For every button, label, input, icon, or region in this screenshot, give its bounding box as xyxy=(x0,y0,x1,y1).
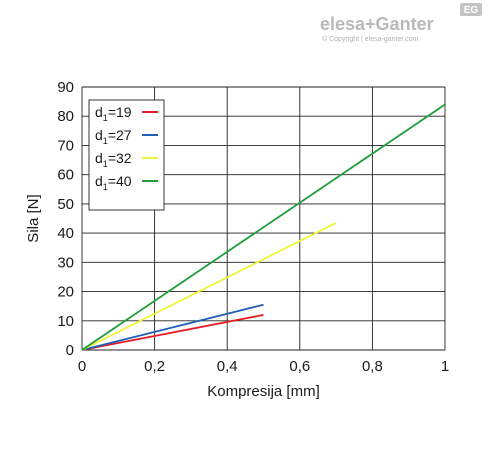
series-line xyxy=(81,103,446,351)
y-tick-label: 10 xyxy=(57,313,74,330)
legend-box xyxy=(88,99,165,211)
x-tick-label: 0,4 xyxy=(217,358,238,375)
y-tick-label: 40 xyxy=(57,225,74,242)
legend-label: d1=40 xyxy=(95,173,132,192)
x-tick-label: 0,8 xyxy=(362,358,383,375)
x-tick-label: 0,6 xyxy=(289,358,310,375)
x-tick-label: 0,2 xyxy=(144,358,165,375)
legend-label: d1=19 xyxy=(95,104,132,123)
brand-badge-box xyxy=(460,3,482,16)
x-axis-label: Kompresija [mm] xyxy=(207,383,320,400)
y-tick-label: 0 xyxy=(66,342,74,359)
plot-area: 0 10 20 30 40 50 60 70 80 90 0 0,2 0,4 0,6 0,8 1 d1=19 d1… xyxy=(57,79,449,375)
brand-copyright: © Copyright | elesa-ganter.com xyxy=(322,35,419,43)
y-tick-label: 20 xyxy=(57,284,74,301)
series-line xyxy=(81,222,337,351)
legend-label: d1=32 xyxy=(95,150,132,169)
series-line xyxy=(81,303,264,351)
brand-badge: EG xyxy=(464,5,479,16)
x-tick-label: 1 xyxy=(441,358,449,375)
y-axis-label: Sila [N] xyxy=(25,194,42,242)
brand-name: elesa+Ganter xyxy=(320,14,434,34)
series-line xyxy=(81,314,264,351)
x-tick-label: 0 xyxy=(78,358,86,375)
y-tick-label: 80 xyxy=(57,108,74,125)
y-tick-label: 30 xyxy=(57,254,74,271)
y-tick-label: 60 xyxy=(57,167,74,184)
y-tick-label: 50 xyxy=(57,196,74,213)
y-tick-label: 90 xyxy=(57,79,74,96)
y-tick-label: 70 xyxy=(57,137,74,154)
brand-logo: elesa+Ganter EG © Copyright | elesa-gant… xyxy=(320,3,482,43)
legend-label: d1=27 xyxy=(95,127,132,146)
